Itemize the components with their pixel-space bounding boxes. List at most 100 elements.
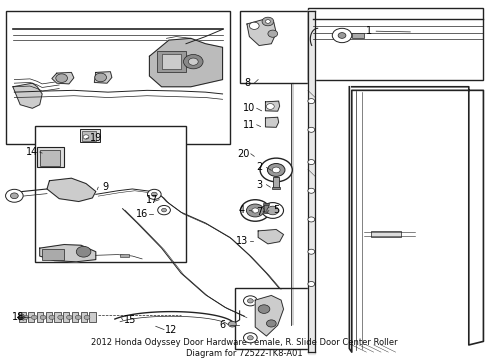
Bar [120,253,129,257]
Polygon shape [265,101,279,111]
Circle shape [272,167,280,173]
Polygon shape [149,39,222,87]
Circle shape [307,99,314,104]
Circle shape [307,217,314,222]
Bar [54,312,61,322]
Circle shape [5,189,23,202]
Text: 12: 12 [165,325,177,334]
Circle shape [258,305,269,314]
Text: 10: 10 [243,103,255,113]
Bar [5,12,229,144]
Circle shape [331,28,351,42]
Text: 7: 7 [256,207,262,217]
Circle shape [249,22,259,30]
Text: 4: 4 [239,206,244,216]
Circle shape [151,192,157,197]
Text: 2: 2 [256,162,262,172]
Text: 11: 11 [243,120,255,130]
Circle shape [247,299,253,303]
Text: 9: 9 [102,182,108,192]
Bar [81,131,96,141]
Bar [37,312,43,322]
Circle shape [266,206,278,215]
Circle shape [147,189,161,199]
Circle shape [75,315,81,319]
Circle shape [246,204,264,217]
Bar [40,149,60,166]
Circle shape [247,336,253,340]
Circle shape [267,163,285,176]
Circle shape [10,193,18,199]
Bar [45,312,52,322]
Circle shape [243,333,257,343]
Circle shape [31,315,37,319]
Circle shape [188,58,198,65]
Circle shape [95,73,106,82]
Bar [37,147,64,167]
Polygon shape [307,10,315,354]
Circle shape [307,127,314,132]
Bar [80,129,100,142]
Polygon shape [255,296,283,336]
Circle shape [307,159,314,165]
Bar [263,204,268,213]
Bar [272,177,278,188]
Text: 1: 1 [365,26,371,36]
Polygon shape [94,72,112,83]
Text: 14: 14 [26,147,39,157]
Bar [157,51,185,72]
Bar [351,33,363,38]
Circle shape [251,208,258,213]
Bar [72,312,78,322]
Circle shape [307,282,314,287]
Circle shape [260,158,292,182]
Circle shape [58,315,63,319]
Polygon shape [265,117,278,127]
Bar [262,203,269,205]
Bar [307,8,483,80]
Polygon shape [52,72,74,84]
Circle shape [22,315,28,319]
Circle shape [56,74,67,82]
Text: 6: 6 [219,320,225,330]
Circle shape [266,320,276,327]
Text: 13: 13 [236,236,248,246]
Circle shape [337,33,345,39]
Polygon shape [246,19,276,45]
Bar [19,312,25,322]
Text: 3: 3 [256,180,262,190]
Bar [89,312,96,322]
Bar [81,312,87,322]
Text: 18: 18 [12,312,24,322]
Circle shape [307,249,314,254]
Circle shape [158,206,170,215]
Polygon shape [258,229,283,244]
Circle shape [267,30,277,37]
Text: 20: 20 [237,149,249,159]
Circle shape [265,20,270,23]
Bar [35,126,185,262]
Bar [161,54,181,69]
Circle shape [49,315,55,319]
Circle shape [262,203,283,219]
Circle shape [307,188,314,193]
Bar [239,12,307,83]
Circle shape [262,17,273,26]
Circle shape [40,315,46,319]
Circle shape [84,315,90,319]
Text: 8: 8 [244,78,249,88]
Text: 16: 16 [136,209,148,219]
Bar [28,312,34,322]
Text: 2012 Honda Odyssey Door Hardware Female, R. Slide Door Center Roller
Diagram for: 2012 Honda Odyssey Door Hardware Female,… [91,338,397,357]
Circle shape [83,135,89,139]
Bar [63,312,69,322]
Bar [271,187,279,189]
Bar [370,231,400,237]
Circle shape [243,296,257,306]
Polygon shape [47,178,96,202]
Bar [42,249,64,260]
Text: 19: 19 [89,133,102,143]
Circle shape [240,200,269,221]
Circle shape [266,104,274,109]
Bar [234,288,312,348]
